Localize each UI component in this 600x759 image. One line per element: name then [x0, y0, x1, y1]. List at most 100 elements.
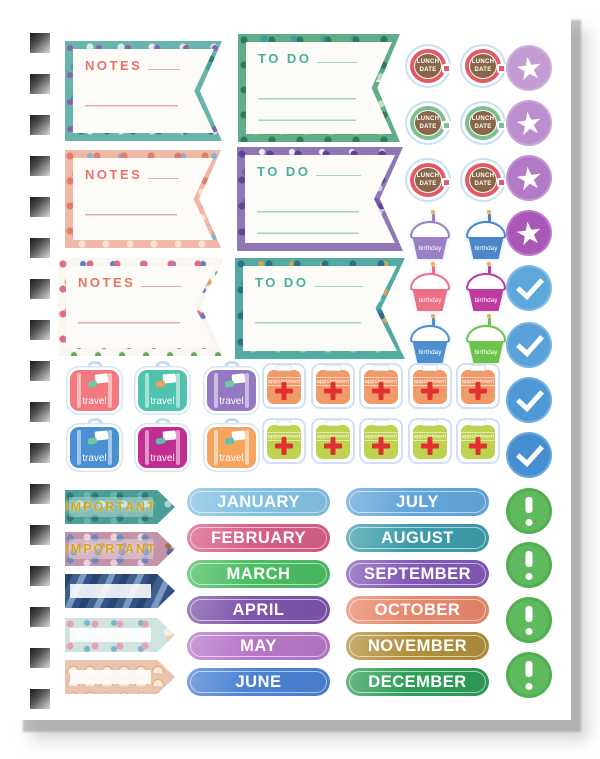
month-sticker-july[interactable]: JULY [346, 488, 489, 516]
month-sticker-october[interactable]: OCTOBER [346, 596, 489, 624]
birthday-cupcake-sticker[interactable]: birthday [464, 262, 508, 312]
month-label: OCTOBER [374, 600, 461, 619]
suitcase-body: travel [138, 370, 187, 411]
spiral-binding-hole [30, 607, 50, 627]
appointment-bag: appointment [316, 425, 350, 459]
luggage-sticker-chip [155, 380, 166, 388]
appointment-sticker[interactable]: appointment [359, 418, 403, 464]
appointment-sticker[interactable]: appointment [359, 363, 403, 409]
cup-handle-icon [442, 177, 451, 187]
checkmark-circle-sticker[interactable] [506, 377, 552, 423]
todo-title: TO DO [255, 275, 309, 290]
candle-icon [487, 314, 492, 327]
lunch-date-sticker[interactable]: LUNCH DATE [460, 44, 506, 88]
travel-label: travel [219, 453, 244, 464]
exclamation-circle-sticker[interactable] [506, 652, 552, 698]
todo-banner-sticker[interactable]: TO DO [235, 258, 405, 359]
travel-suitcase-sticker[interactable]: travel [68, 418, 121, 470]
appointment-sticker[interactable]: appointment [408, 363, 452, 409]
clipboard-clip-icon [276, 365, 292, 371]
appointment-sticker[interactable]: appointment [311, 363, 355, 409]
lunch-date-label: LUNCH DATE [416, 115, 440, 130]
ruled-lines [258, 78, 356, 125]
coffee-cup-icon: LUNCH DATE [469, 110, 497, 136]
clipboard-clip-icon [422, 420, 438, 426]
month-sticker-april[interactable]: APRIL [187, 596, 330, 624]
lunch-date-sticker[interactable]: LUNCH DATE [405, 101, 451, 145]
suitcase-stripe [145, 373, 149, 408]
star-circle-sticker[interactable]: ★ [506, 45, 552, 91]
checkmark-circle-sticker[interactable] [506, 432, 552, 478]
lunch-date-sticker[interactable]: LUNCH DATE [460, 158, 506, 202]
lunch-date-sticker[interactable]: LUNCH DATE [405, 44, 451, 88]
appointment-sticker[interactable]: appointment [456, 363, 500, 409]
clipboard-clip-icon [276, 420, 292, 426]
lunch-date-sticker[interactable]: LUNCH DATE [405, 158, 451, 202]
todo-title: TO DO [257, 164, 311, 179]
appointment-sticker[interactable]: appointment [311, 418, 355, 464]
lunch-date-sticker[interactable]: LUNCH DATE [460, 101, 506, 145]
travel-suitcase-sticker[interactable]: travel [136, 361, 189, 413]
birthday-label: birthday [418, 245, 442, 252]
birthday-cupcake-sticker[interactable]: birthday [408, 262, 452, 312]
month-label: FEBRUARY [210, 528, 307, 547]
travel-suitcase-sticker[interactable]: travel [205, 361, 258, 413]
exclamation-circle-sticker[interactable] [506, 542, 552, 588]
appointment-sticker[interactable]: appointment [262, 418, 306, 464]
exclamation-circle-sticker[interactable] [506, 597, 552, 643]
travel-suitcase-sticker[interactable]: travel [68, 361, 121, 413]
coffee-cup-icon: LUNCH DATE [414, 167, 442, 193]
suitcase-stripe [245, 373, 249, 408]
cupcake-base: birthday [468, 342, 504, 363]
luggage-tag-icon [163, 430, 177, 441]
todo-banner-sticker[interactable]: TO DO [238, 34, 400, 142]
month-sticker-june[interactable]: JUNE [187, 668, 330, 696]
appointment-sticker[interactable]: appointment [408, 418, 452, 464]
clipboard-clip-icon [325, 365, 341, 371]
suitcase-stripe [77, 430, 81, 465]
ruled-lines [85, 85, 178, 124]
month-sticker-november[interactable]: NOVEMBER [346, 632, 489, 660]
month-sticker-january[interactable]: JANUARY [187, 488, 330, 516]
notes-banner-sticker[interactable]: NOTES [65, 41, 222, 141]
important-arrow-sticker[interactable]: IMPORTANT [65, 532, 175, 566]
blank-arrow-sticker[interactable] [65, 660, 175, 694]
month-sticker-september[interactable]: SEPTEMBER [346, 560, 489, 588]
travel-label: travel [82, 453, 107, 464]
medical-cross-icon [372, 437, 390, 455]
blank-arrow-sticker[interactable] [65, 618, 175, 652]
notes-banner-sticker[interactable]: NOTES [58, 258, 224, 356]
checkmark-circle-sticker[interactable] [506, 265, 552, 311]
blank-arrow-sticker[interactable] [65, 574, 175, 608]
star-circle-sticker[interactable]: ★ [506, 100, 552, 146]
star-circle-sticker[interactable]: ★ [506, 155, 552, 201]
luggage-tag-icon [163, 373, 177, 384]
notes-banner-sticker[interactable]: NOTES [65, 150, 221, 248]
travel-suitcase-sticker[interactable]: travel [136, 418, 189, 470]
month-sticker-december[interactable]: DECEMBER [346, 668, 489, 696]
birthday-cupcake-sticker[interactable]: birthday [464, 210, 508, 260]
month-sticker-august[interactable]: AUGUST [346, 524, 489, 552]
exclamation-circle-sticker[interactable] [506, 488, 552, 534]
month-sticker-may[interactable]: MAY [187, 632, 330, 660]
birthday-cupcake-sticker[interactable]: birthday [464, 314, 508, 364]
appointment-sticker[interactable]: appointment [262, 363, 306, 409]
month-sticker-february[interactable]: FEBRUARY [187, 524, 330, 552]
spiral-binding-hole [30, 74, 50, 94]
star-icon: ★ [512, 103, 546, 143]
todo-banner-sticker[interactable]: TO DO [237, 147, 403, 251]
checkmark-circle-sticker[interactable] [506, 322, 552, 368]
appointment-bag: appointment [413, 425, 447, 459]
birthday-cupcake-sticker[interactable]: birthday [408, 210, 452, 260]
birthday-cupcake-sticker[interactable]: birthday [408, 314, 452, 364]
important-arrow-sticker[interactable]: IMPORTANT [65, 490, 175, 524]
travel-suitcase-sticker[interactable]: travel [205, 418, 258, 470]
candle-icon [431, 314, 436, 327]
month-sticker-march[interactable]: MARCH [187, 560, 330, 588]
luggage-tag-icon [95, 373, 109, 384]
banner-writing-area: TO DO [245, 155, 395, 243]
important-label: IMPORTANT [65, 542, 157, 556]
appointment-sticker[interactable]: appointment [456, 418, 500, 464]
cup-handle-icon [497, 63, 506, 73]
star-circle-sticker[interactable]: ★ [506, 210, 552, 256]
